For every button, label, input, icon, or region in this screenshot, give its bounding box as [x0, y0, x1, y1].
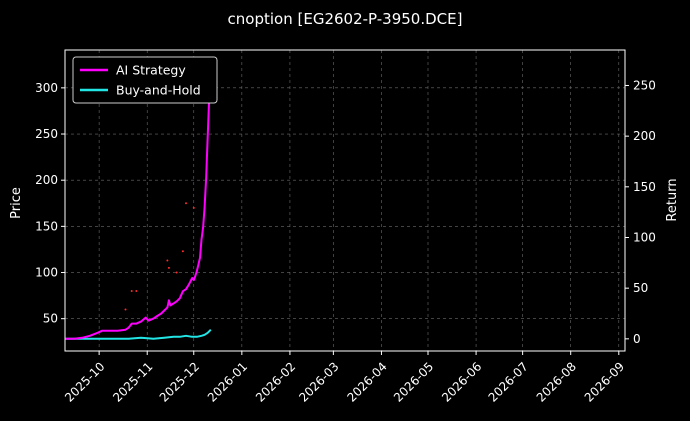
- series-lines: [65, 60, 212, 340]
- y-right-tick-label: 50: [633, 281, 648, 295]
- price-scatter: [124, 202, 195, 311]
- price-point: [124, 308, 127, 311]
- y-axis-right: 0 50 100 150 200 250: [625, 78, 656, 346]
- y-left-tick-label: 100: [35, 266, 58, 280]
- chart-title: cnoption [EG2602-P-3950.DCE]: [228, 10, 463, 28]
- series-line-buy-and-hold: [65, 328, 212, 340]
- price-point: [175, 271, 178, 274]
- y-right-tick-label: 250: [633, 78, 656, 92]
- y-right-tick-label: 0: [633, 332, 641, 346]
- legend: AI Strategy Buy-and-Hold: [72, 56, 218, 104]
- price-point: [181, 250, 184, 253]
- price-point: [192, 206, 195, 209]
- y-right-tick-label: 150: [633, 180, 656, 194]
- legend-label-ai-strategy: AI Strategy: [116, 63, 186, 78]
- y-axis-left-title: Price: [9, 187, 24, 219]
- price-point: [166, 259, 169, 262]
- y-left-tick-label: 50: [43, 312, 58, 326]
- y-left-tick-label: 300: [35, 81, 58, 95]
- legend-label-buy-and-hold: Buy-and-Hold: [116, 83, 201, 98]
- price-point: [135, 289, 138, 292]
- y-axis-left: 50 100 150 200 250 300: [35, 81, 65, 326]
- price-point: [184, 202, 187, 205]
- y-right-tick-label: 100: [633, 230, 656, 244]
- price-point: [130, 289, 133, 292]
- y-left-tick-label: 200: [35, 173, 58, 187]
- y-left-tick-label: 250: [35, 127, 58, 141]
- y-axis-right-title: Return: [665, 178, 680, 221]
- grid-lines: [65, 50, 625, 351]
- axes-frame: [64, 49, 626, 352]
- series-line-ai-strategy: [65, 60, 212, 340]
- y-left-tick-label: 150: [35, 219, 58, 233]
- legend-box: [72, 56, 218, 104]
- price-point: [167, 266, 170, 269]
- y-right-tick-label: 200: [633, 129, 656, 143]
